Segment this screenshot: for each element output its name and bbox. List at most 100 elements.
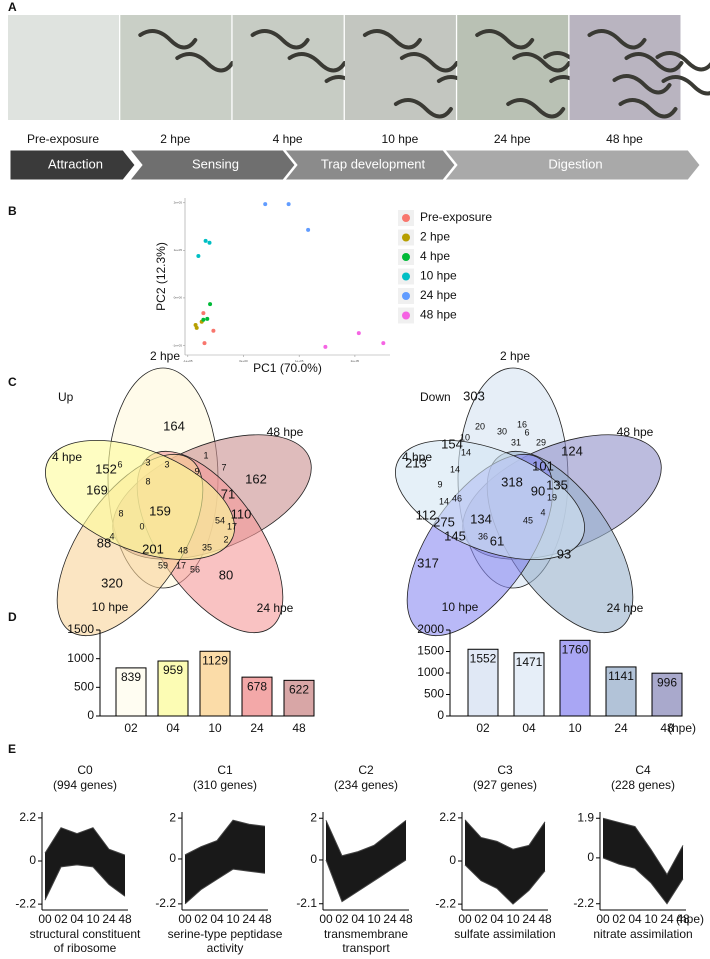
worm <box>506 98 566 119</box>
x-tick-label: 02 <box>124 721 138 735</box>
point <box>201 311 206 316</box>
bar-value: 1760 <box>562 642 589 656</box>
profile-upper <box>44 827 126 856</box>
profile-band <box>185 820 265 904</box>
region-count: 154 <box>441 436 463 451</box>
x-tick-label: 04 <box>628 912 642 926</box>
region-count: 17 <box>227 521 237 531</box>
x-tick-label: 24 <box>522 912 536 926</box>
bar-value: 1129 <box>202 653 228 667</box>
x-tick-label: 48 <box>676 912 690 926</box>
cluster-function: nitrate assimilation <box>593 927 692 941</box>
stage-label: Sensing <box>192 156 239 171</box>
x-tick-label: -1e+05 <box>183 359 193 363</box>
profile-upper <box>325 819 407 857</box>
x-tick-label: 04 <box>490 912 504 926</box>
legend-marker <box>402 311 410 320</box>
region-count: 162 <box>245 471 267 486</box>
region-count: 145 <box>444 528 466 543</box>
set-label: 24 hpe <box>607 601 644 615</box>
region-count: 9 <box>194 466 199 476</box>
region-count: 135 <box>546 477 568 492</box>
x-tick-label: 02 <box>194 912 208 926</box>
x-tick-label: 24 <box>242 912 256 926</box>
region-count: 303 <box>463 388 485 403</box>
cluster-size: (310 genes) <box>193 778 257 792</box>
bar <box>467 648 499 717</box>
x-tick-label: 00 <box>38 912 52 926</box>
profile-lower <box>602 857 684 905</box>
x-tick-label: 10 <box>86 912 100 926</box>
y-tick-label: 2e+05 <box>174 201 183 205</box>
cluster-title: C1 <box>217 763 233 777</box>
x-tick-label: 00 <box>178 912 192 926</box>
set-label: 2 hpe <box>150 349 180 363</box>
x-tick-label: 24 <box>250 721 264 735</box>
region-count: 36 <box>478 531 488 541</box>
y-tick-label: 2 <box>169 810 176 824</box>
cluster-size: (228 genes) <box>611 778 675 792</box>
region-count: 164 <box>163 418 185 433</box>
point <box>207 240 212 245</box>
set-label: 10 hpe <box>92 600 129 614</box>
legend-label: 2 hpe <box>420 230 450 244</box>
profile-upper <box>602 817 684 876</box>
x-tick-label: 00 <box>319 912 333 926</box>
stage-arrow <box>9 149 136 181</box>
profile-upper <box>464 819 546 850</box>
x-tick-label: 02 <box>335 912 349 926</box>
region-count: 3 <box>145 457 150 467</box>
y-tick-label: 0 <box>87 708 94 722</box>
bar-value: 1471 <box>516 655 543 669</box>
cluster-function: transmembrane <box>324 927 408 941</box>
stage-label: Attraction <box>48 156 103 171</box>
region-count: 80 <box>219 567 233 582</box>
bar <box>115 667 147 717</box>
x-unit: (hpe) <box>668 721 696 735</box>
region-count: 275 <box>433 514 455 529</box>
panel-label: B <box>8 204 17 218</box>
y-tick-label: 0 <box>587 850 594 864</box>
x-tick-label: 48 <box>660 721 674 735</box>
region-count: 29 <box>536 437 546 447</box>
y-tick-label: 1.9 <box>577 810 594 824</box>
x-tick-label: 10 <box>367 912 381 926</box>
timepoint-label: 48 hpe <box>606 132 643 146</box>
region-count: 317 <box>417 555 439 570</box>
cluster-function: of ribosome <box>54 941 117 955</box>
legend-marker <box>402 233 410 242</box>
x-tick-label: 04 <box>210 912 224 926</box>
bar-value: 1141 <box>608 669 634 683</box>
stage-arrow <box>128 149 296 181</box>
worm <box>612 74 672 95</box>
x-tick-label: 02 <box>474 912 488 926</box>
x-tick-label: 04 <box>522 721 536 735</box>
region-count: 3 <box>164 459 169 469</box>
cluster-title: C0 <box>77 763 93 777</box>
bar <box>157 660 189 717</box>
timepoint-label: Pre-exposure <box>27 132 99 146</box>
y-tick-label: -2.2 <box>435 896 456 910</box>
x-tick-label: 24 <box>660 912 674 926</box>
point <box>323 344 328 349</box>
worm <box>175 52 235 73</box>
region-count: 6 <box>117 459 122 469</box>
legend-label: 24 hpe <box>420 288 457 302</box>
cluster-title: C3 <box>497 763 513 777</box>
region-count: 134 <box>470 511 492 526</box>
cluster-size: (994 genes) <box>53 778 117 792</box>
y-tick-label: 2.2 <box>439 810 456 824</box>
bar <box>651 672 683 717</box>
cluster-size: (927 genes) <box>473 778 537 792</box>
y-tick-label: 1000 <box>417 665 444 679</box>
y-tick-label: -2.1 <box>296 896 317 910</box>
region-count: 320 <box>101 575 123 590</box>
bar <box>283 679 315 717</box>
region-count: 2 <box>223 534 228 544</box>
timepoint-label: 4 hpe <box>273 132 303 146</box>
worm <box>250 29 310 50</box>
stage-arrow <box>443 149 701 181</box>
cluster-size: (234 genes) <box>334 778 398 792</box>
y-tick-label: 0 <box>310 852 317 866</box>
